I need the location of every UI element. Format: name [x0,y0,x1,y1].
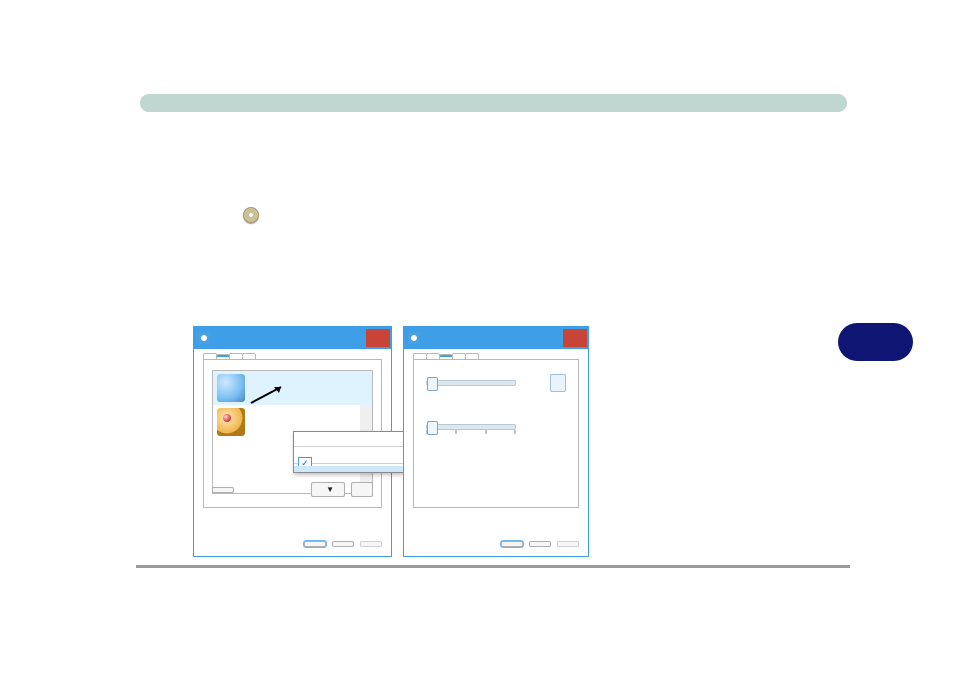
device-microphone[interactable] [213,371,372,405]
header-bar [140,94,847,112]
ok-button[interactable] [304,541,326,547]
cd-icon [243,207,259,223]
slider-ticks [426,430,516,442]
window-icon [198,332,210,344]
microphone-slider[interactable] [426,380,516,386]
mic-tabs [409,349,583,359]
stereo-mix-icon [217,408,245,436]
sound-tabs [199,349,386,359]
configure-button[interactable] [212,487,234,493]
cancel-button[interactable] [529,541,551,547]
sound-titlebar[interactable] [194,327,391,349]
slider-thumb[interactable] [427,377,438,391]
sound-dialog: ✓ ▼ [193,326,392,557]
mic-properties-dialog [403,326,589,557]
apply-button[interactable] [360,541,382,547]
side-badge [838,323,913,361]
instruction-text [204,360,381,370]
close-icon[interactable] [563,329,587,347]
device-list[interactable]: ✓ [212,370,373,494]
callout-arrow-icon [247,383,287,407]
microphone-icon [217,374,245,402]
boost-group [414,410,578,430]
mute-button[interactable] [550,374,566,392]
cancel-button[interactable] [332,541,354,547]
recording-panel: ✓ ▼ [203,359,382,508]
chevron-down-icon: ▼ [326,485,334,494]
microphone-level-group [414,360,578,392]
horizontal-rule [136,565,850,568]
properties-button[interactable] [351,482,373,497]
mic-titlebar[interactable] [404,327,588,349]
window-icon [408,332,420,344]
set-default-button[interactable]: ▼ [311,482,345,497]
apply-button[interactable] [557,541,579,547]
close-icon[interactable] [366,329,390,347]
levels-panel [413,359,579,508]
ok-button[interactable] [501,541,523,547]
